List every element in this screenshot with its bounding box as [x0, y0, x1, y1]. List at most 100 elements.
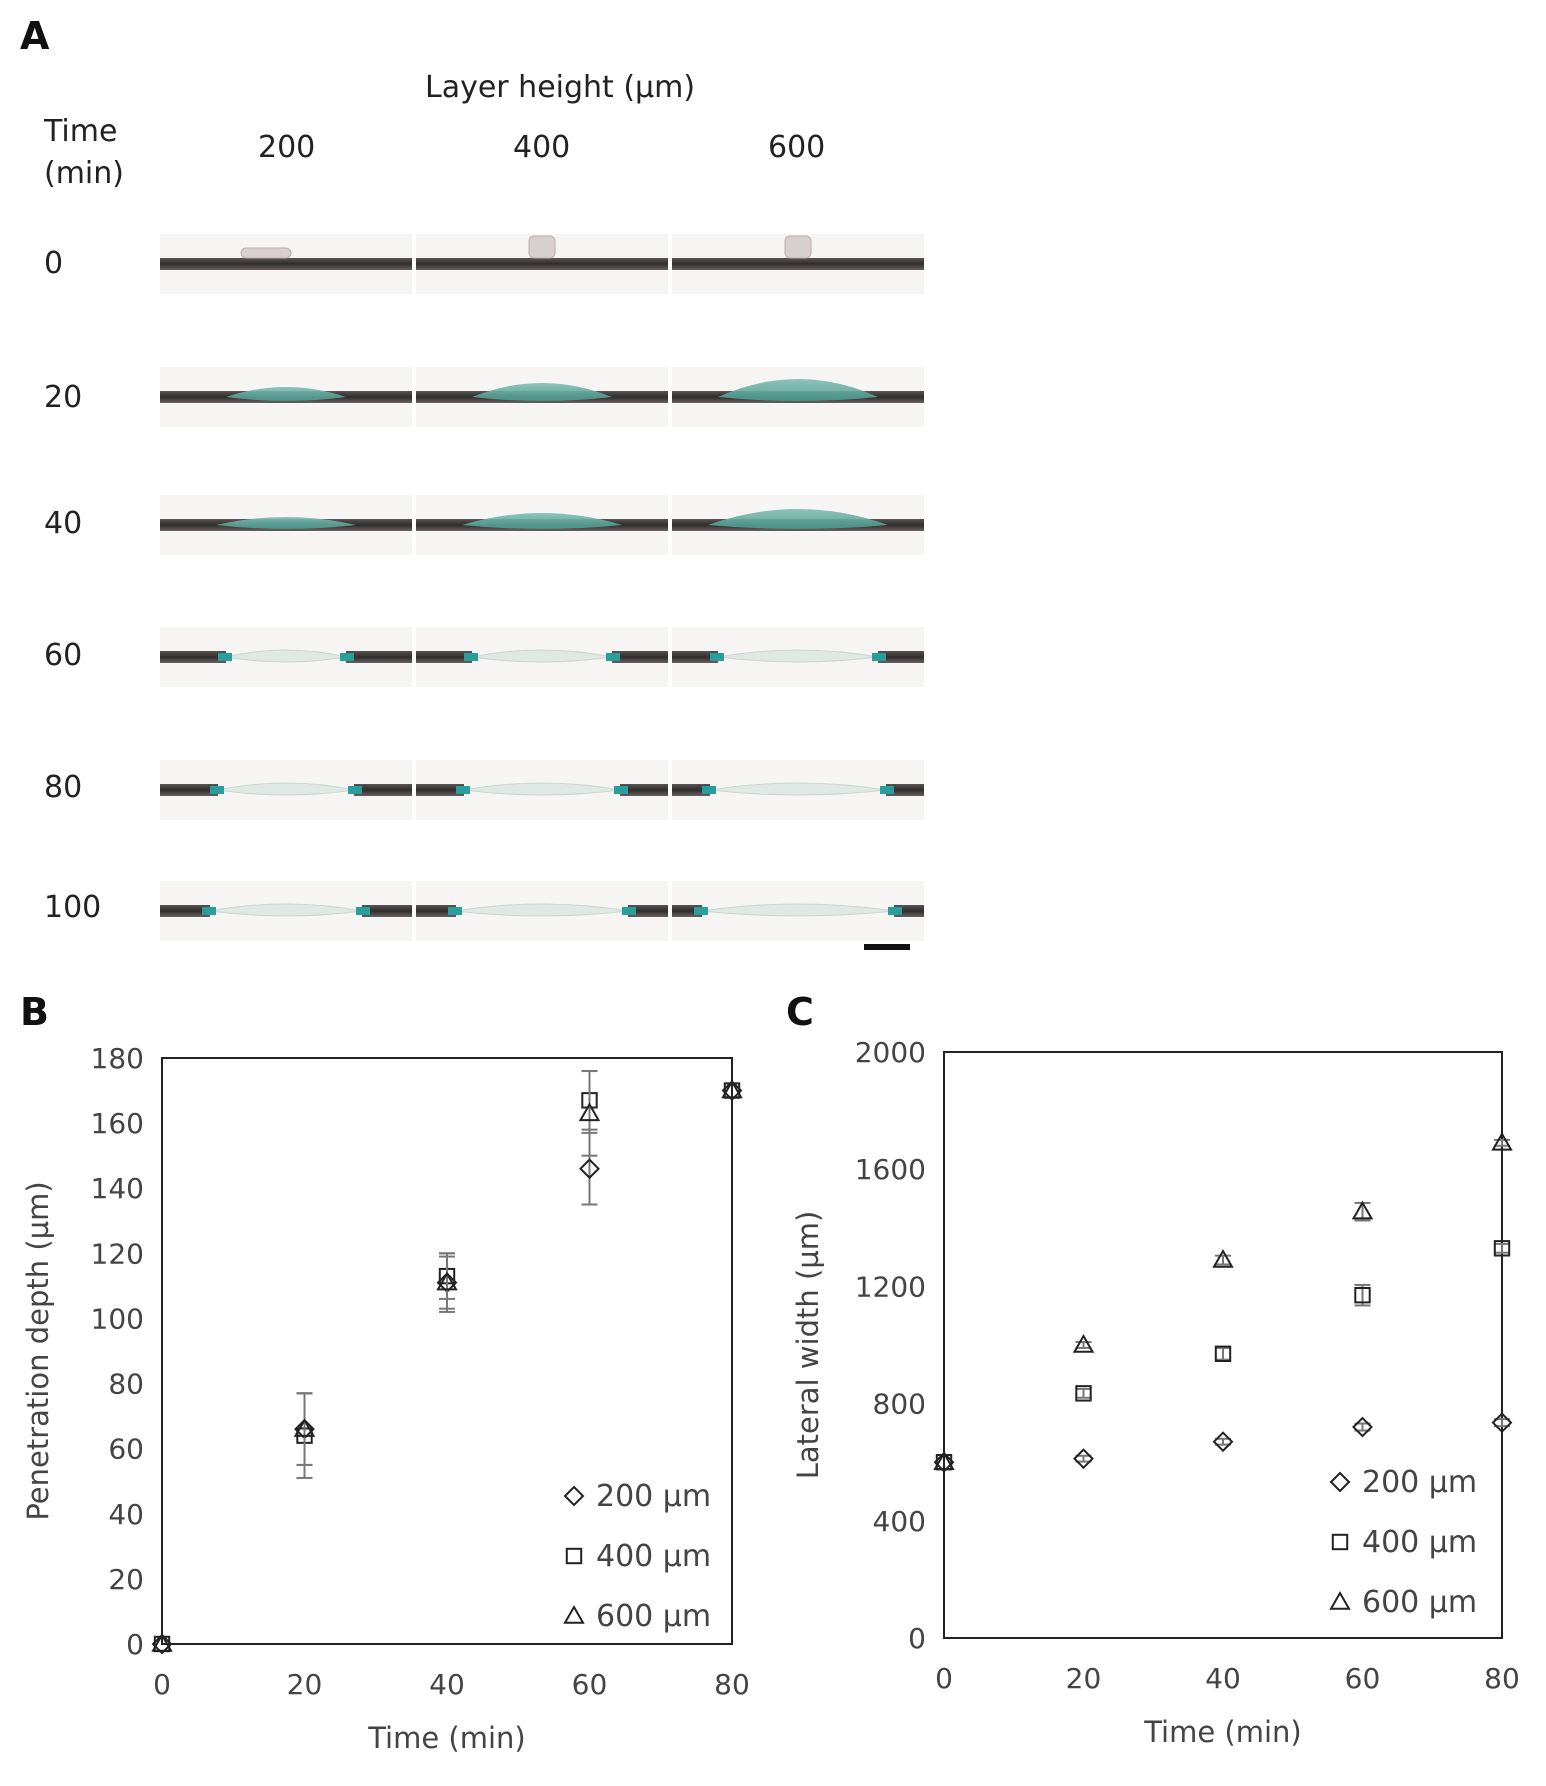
error-bar: [1354, 1283, 1371, 1307]
error-bar: [1215, 1346, 1231, 1361]
error-bar: [296, 1392, 313, 1466]
error-bar: [1215, 1437, 1231, 1446]
x-tick-label: 80: [1484, 1662, 1520, 1695]
data-point: [933, 1451, 955, 1473]
micrograph-r3-c1: [416, 627, 668, 687]
plot-area-frame: [943, 1051, 1503, 1639]
error-bar: [581, 1131, 598, 1206]
data-point: [151, 1632, 173, 1652]
legend-label: 200 µm: [596, 1479, 711, 1514]
y-tick-label: 60: [108, 1433, 144, 1466]
data-point: [935, 1454, 953, 1471]
row-label-20: 20: [44, 380, 83, 415]
legend: 200 µm 400 µm 600 µm: [563, 1479, 711, 1634]
data-point: [436, 1271, 458, 1291]
panel-a-letter: A: [20, 14, 50, 58]
x-tick-label: 40: [1205, 1662, 1241, 1695]
error-bar: [1494, 1138, 1510, 1147]
row-label-0: 0: [44, 246, 64, 281]
error-bar: [296, 1392, 313, 1479]
micrograph-r0-c0: [160, 234, 412, 294]
x-tick-label: 20: [287, 1668, 323, 1701]
y-tick-label: 80: [108, 1368, 144, 1401]
y-tick-label: 100: [91, 1302, 144, 1335]
data-point: [296, 1427, 313, 1444]
error-bar: [1075, 1454, 1092, 1463]
time-header-line1: Time: [44, 114, 118, 149]
data-point: [1212, 1431, 1234, 1453]
micrograph-grid: [160, 234, 924, 950]
legend: 200 µm 400 µm 600 µm: [1329, 1465, 1477, 1620]
x-tick-label: 40: [429, 1668, 465, 1701]
plot-area-frame: [161, 1057, 733, 1645]
data-point: [1214, 1345, 1232, 1362]
data-point: [151, 1633, 173, 1655]
legend-label: 400 µm: [1362, 1525, 1477, 1560]
micrograph-r0-c1: [416, 234, 668, 294]
micrograph-r1-c1: [416, 367, 668, 427]
micrograph-r0-c2: [672, 234, 924, 294]
y-tick-label: 140: [91, 1172, 144, 1205]
data-point: [1351, 1200, 1374, 1220]
series-200-µm: [933, 1412, 1513, 1473]
data-point: [1354, 1286, 1371, 1304]
data-point: [721, 1080, 743, 1101]
series-400-µm: [153, 1070, 741, 1653]
data-point: [294, 1418, 315, 1440]
data-point: [579, 1158, 600, 1180]
micrograph-r5-c2: [672, 881, 924, 941]
data-point: [1491, 1412, 1513, 1434]
y-tick-label: 120: [91, 1237, 144, 1270]
error-bar: [581, 1070, 598, 1131]
legend-label: 600 µm: [596, 1599, 711, 1634]
data-point: [721, 1079, 743, 1099]
legend-marker: [1331, 1533, 1349, 1551]
micrograph-r2-c1: [416, 495, 668, 555]
y-tick-label: 0: [908, 1622, 926, 1655]
row-label-100: 100: [44, 890, 102, 925]
y-tick-label: 40: [108, 1498, 144, 1531]
legend-label: 400 µm: [596, 1539, 711, 1574]
legend-label: 600 µm: [1362, 1585, 1477, 1620]
data-point: [723, 1082, 741, 1099]
x-tick-label: 0: [153, 1668, 171, 1701]
x-tick-label: 60: [572, 1668, 608, 1701]
legend-marker: [1329, 1590, 1351, 1610]
micrograph-r3-c0: [160, 627, 412, 687]
data-point: [153, 1635, 171, 1653]
series-600-µm: [151, 1070, 743, 1652]
micrograph-r4-c1: [416, 760, 668, 820]
y-axis-label: Lateral width (µm): [791, 1211, 825, 1480]
micrograph-r4-c2: [672, 760, 924, 820]
error-bar: [1215, 1254, 1231, 1266]
micrograph-r2-c0: [160, 495, 412, 555]
column-label-200: 200: [258, 130, 316, 165]
micrograph-r5-c0: [160, 881, 412, 941]
panel-c-letter: C: [786, 990, 814, 1034]
x-axis-label: Time (min): [1143, 1715, 1302, 1749]
data-point: [436, 1272, 458, 1294]
y-tick-label: 400: [873, 1505, 926, 1538]
x-tick-label: 20: [1066, 1662, 1102, 1695]
legend-marker: [1329, 1471, 1351, 1493]
data-point: [578, 1102, 601, 1122]
micrograph-r3-c2: [672, 627, 924, 687]
series-600-µm: [933, 1131, 1513, 1470]
error-bar: [1494, 1418, 1510, 1428]
error-bar: [1075, 1387, 1092, 1399]
series-200-µm: [151, 1080, 743, 1655]
series-400-µm: [935, 1240, 1511, 1471]
y-tick-label: 20: [108, 1563, 144, 1596]
legend-marker: [563, 1485, 585, 1507]
data-point: [933, 1451, 955, 1470]
error-bar: [439, 1252, 455, 1313]
y-tick-label: 180: [91, 1042, 144, 1075]
error-bar: [439, 1255, 455, 1310]
micrograph-r4-c0: [160, 760, 412, 820]
legend-marker: [565, 1547, 583, 1565]
data-point: [581, 1092, 598, 1109]
y-tick-label: 0: [126, 1628, 144, 1661]
row-label-40: 40: [44, 506, 83, 541]
error-bar: [581, 1070, 598, 1157]
y-tick-label: 1600: [855, 1153, 926, 1186]
